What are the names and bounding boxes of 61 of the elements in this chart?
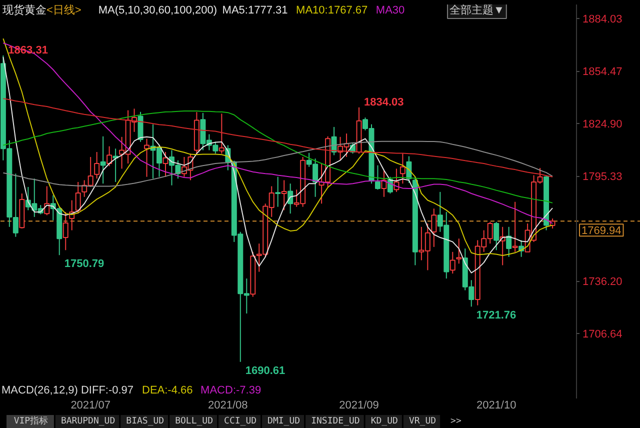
candlestick (450, 251, 456, 274)
candlestick (494, 221, 500, 251)
annotation: 1690.61 (245, 364, 286, 377)
ref-line-label: 1769.94 (582, 225, 622, 238)
candlestick (106, 146, 112, 167)
legend-title: MA(5,10,30,60,100,200) (98, 4, 217, 16)
text: MA10:1767.67 (296, 4, 368, 16)
line-series (2, 110, 554, 204)
candlestick (100, 136, 106, 184)
annotation: 1750.79 (64, 258, 104, 270)
candlestick (512, 201, 518, 252)
candlestick (381, 170, 387, 198)
y-tick-label: 1795.33 (582, 171, 622, 184)
annotation: 1721.76 (476, 310, 516, 322)
text: MA5:1777.31 (222, 4, 288, 16)
y-tick-label: 1824.90 (582, 118, 622, 131)
y-tick-label: 1884.03 (582, 14, 622, 26)
candlestick (281, 180, 287, 211)
annotation: 全部主题▼ (450, 4, 504, 16)
text: VIP指标 (14, 416, 48, 426)
text: CCI_UD (224, 416, 257, 426)
line-series (2, 56, 554, 274)
candlestick (400, 153, 406, 184)
text: MA30 (376, 4, 405, 16)
x-tick-label: 2021/09 (339, 400, 379, 412)
text: BARUPDN_UD (60, 416, 116, 426)
y-tick-label: 1854.47 (582, 66, 622, 78)
text: KD_UD (370, 416, 398, 426)
text: BIAS_UD (126, 416, 164, 426)
y-tick-label: 1706.64 (582, 328, 622, 340)
text: >> (450, 416, 462, 426)
candlestick (218, 113, 224, 154)
candlestick (75, 181, 81, 214)
candlestick (94, 151, 100, 180)
text: BOLL_UD (175, 416, 214, 426)
text: DMI_UD (268, 416, 300, 426)
candlestick (138, 111, 144, 142)
candlestick (275, 176, 281, 208)
annotation: MACD(26,12,9) DIFF:-0.97 (2, 384, 134, 396)
annotation: 1834.03 (364, 96, 404, 108)
candlestick (112, 148, 118, 182)
x-tick-label: 2021/08 (208, 400, 248, 412)
text: VR_UD (408, 416, 436, 426)
x-tick-label: 2021/07 (70, 400, 110, 412)
candlestick (506, 226, 512, 258)
annotation: MACD:-7.39 (200, 384, 262, 396)
line-series (2, 98, 554, 178)
annotation: DEA:-4.66 (142, 384, 193, 396)
candlestick (162, 151, 168, 178)
y-tick-label: 1736.20 (582, 276, 622, 288)
candlestick (431, 208, 437, 248)
candlestick (456, 238, 462, 264)
chart-title: 现货黄金 (2, 4, 46, 16)
chart-subtitle: <日线> (46, 4, 82, 16)
candlestick (374, 164, 380, 190)
x-tick-label: 2021/10 (476, 400, 516, 412)
text: INSIDE_UD (311, 416, 360, 426)
candlestick (44, 186, 50, 216)
candlestick (288, 183, 294, 214)
candlestick (144, 138, 150, 178)
candlestick (62, 211, 68, 251)
